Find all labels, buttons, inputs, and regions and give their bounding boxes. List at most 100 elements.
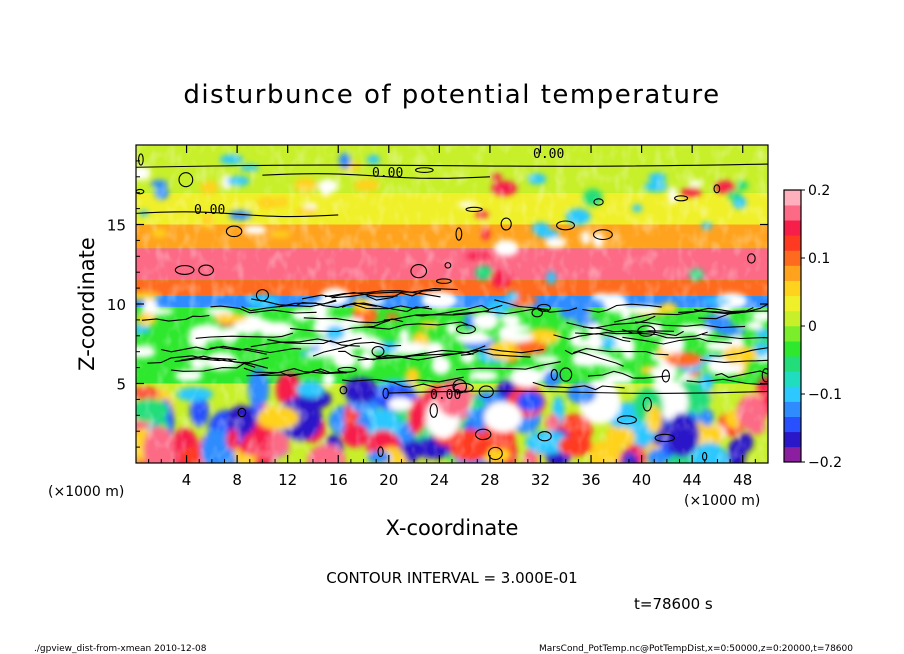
contour-line: [136, 211, 339, 218]
x-tick-label: 36: [581, 471, 600, 489]
contour-interval-text: CONTOUR INTERVAL = 3.000E-01: [326, 569, 577, 587]
y-tick-label: 10: [107, 296, 126, 314]
contour-line: [715, 370, 768, 378]
colorbar: 0.2 0.1 0 −0.1 −0.2: [783, 183, 842, 471]
contour-loop: [435, 278, 452, 284]
colorbar-swatch: [784, 310, 801, 327]
contour-loop: [537, 430, 552, 442]
contour-loop: [465, 206, 483, 213]
contour-line: [564, 349, 624, 367]
contour-loop: [592, 229, 613, 241]
contour-loop: [556, 220, 576, 231]
contour-loop: [414, 167, 434, 173]
contour-loop: [377, 446, 384, 458]
x-axis-label: X-coordinate: [386, 516, 519, 540]
contour-line: [582, 326, 684, 337]
contour-line: [267, 339, 360, 347]
contour-line: [694, 303, 768, 313]
contour-loop: [654, 433, 675, 443]
contour-line: [262, 173, 490, 179]
colorbar-swatch: [784, 250, 801, 266]
contour-line: [357, 349, 474, 361]
contour-label: 0.00: [372, 166, 403, 181]
y-axis-label: Z-coordinate: [75, 237, 99, 371]
contour-loop: [452, 379, 468, 394]
x-tick-label: 48: [733, 471, 752, 489]
contour-loop: [455, 227, 463, 241]
colorbar-swatch: [784, 205, 801, 221]
contour-loop: [674, 195, 689, 202]
contour-line: [278, 302, 377, 309]
contour-line: [698, 310, 768, 320]
contour-loop: [747, 253, 756, 264]
colorbar-swatch: [784, 416, 801, 433]
x-tick-label: 28: [480, 471, 499, 489]
colorbar-swatch: [784, 235, 801, 251]
colorbar-swatch: [784, 431, 801, 448]
plot-area: [136, 145, 768, 463]
x-tick-label: 12: [278, 471, 297, 489]
contour-loop: [500, 217, 512, 231]
turbulence-texture: [136, 145, 768, 463]
contour-loop: [225, 225, 243, 238]
colorbar-swatch: [784, 446, 801, 463]
contour-loop: [661, 369, 670, 383]
contour-line: [141, 314, 210, 322]
contour-loop: [174, 264, 195, 275]
contour-loop: [371, 345, 385, 357]
contour-line: [250, 337, 362, 348]
colorbar-swatch: [784, 371, 801, 387]
contour-line: [210, 305, 317, 314]
x-axis-unit-right: (×1000 m): [684, 493, 760, 509]
contour-line: [341, 302, 433, 313]
contour-line: [136, 163, 768, 168]
contour-line: [494, 299, 578, 313]
contour-line: [180, 355, 269, 364]
contour-line: [303, 317, 404, 324]
contour-line: [147, 355, 237, 364]
footer-right: MarsCond_PotTemp.nc@PotTempDist,x=0:5000…: [539, 644, 853, 654]
contour-line: [455, 361, 561, 371]
x-tick-label: 16: [329, 471, 348, 489]
contour-loop: [237, 407, 247, 418]
contour-loop: [337, 366, 357, 373]
y-tick-label: 5: [116, 376, 126, 394]
colorbar-tick-label: −0.2: [808, 455, 842, 471]
colorbar-swatch: [784, 326, 801, 342]
contour-line: [699, 359, 768, 363]
chart-title: disturbunce of potential temperature: [183, 80, 720, 110]
contour-loop: [761, 368, 768, 383]
colorbar-tick-label: 0.1: [808, 251, 830, 267]
contour-line: [302, 291, 398, 300]
contour-line: [701, 333, 768, 340]
colorbar-tick-label: 0: [808, 319, 817, 335]
contour-line: [614, 310, 740, 323]
contour-line: [573, 348, 669, 356]
x-tick-label: 24: [430, 471, 449, 489]
x-axis: 4 8 12 16 20 24 28 32 36 40 44 48: [148, 145, 756, 489]
contour-label: 0.00: [533, 147, 564, 162]
x-tick-label: 40: [632, 471, 651, 489]
colorbar-swatch: [784, 401, 801, 417]
contour-loop: [138, 153, 144, 166]
contour-line: [363, 321, 469, 330]
contour-loop: [593, 198, 604, 206]
contour-line: [532, 381, 625, 391]
colorbar-tick-label: 0.2: [808, 183, 830, 199]
colorbar-swatch: [784, 356, 801, 372]
contour-line: [331, 288, 458, 299]
contour-loop: [444, 262, 452, 269]
contour-line: [388, 390, 768, 394]
contour-loop: [478, 385, 494, 399]
contour-line: [709, 347, 768, 357]
contour-line: [415, 304, 503, 317]
colorbar-swatch: [784, 386, 801, 402]
y-tick-label: 15: [107, 217, 126, 235]
contour-loop: [255, 289, 270, 302]
contour-loop: [536, 303, 551, 312]
contour-line: [686, 378, 768, 385]
contour-loop: [178, 172, 194, 188]
contour-loop: [198, 264, 214, 276]
colorbar-swatch: [784, 190, 801, 206]
